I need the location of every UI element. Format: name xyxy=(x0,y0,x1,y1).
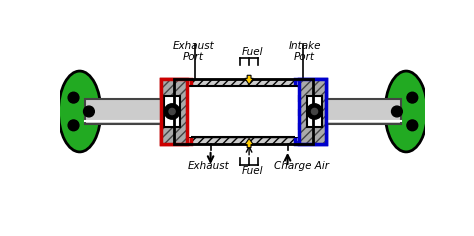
Text: Charge Air: Charge Air xyxy=(274,161,329,171)
Bar xyxy=(164,96,180,127)
Bar xyxy=(295,102,299,109)
Circle shape xyxy=(68,92,79,103)
Bar xyxy=(188,88,191,95)
Bar xyxy=(295,79,326,144)
Bar xyxy=(161,79,191,144)
Circle shape xyxy=(83,106,94,117)
Text: Exhaust: Exhaust xyxy=(188,161,230,171)
Bar xyxy=(188,116,191,123)
Ellipse shape xyxy=(58,71,101,152)
Bar xyxy=(85,99,161,124)
Ellipse shape xyxy=(385,71,428,152)
Bar xyxy=(188,86,299,137)
Bar xyxy=(174,79,313,86)
Text: Fuel: Fuel xyxy=(242,166,264,176)
FancyArrow shape xyxy=(245,75,253,84)
Text: Fuel: Fuel xyxy=(242,47,264,57)
Bar xyxy=(161,79,188,144)
Bar xyxy=(295,130,299,137)
Bar xyxy=(161,79,188,144)
FancyArrow shape xyxy=(245,139,253,148)
Circle shape xyxy=(311,108,318,114)
Circle shape xyxy=(68,120,79,131)
Circle shape xyxy=(307,104,322,119)
Text: Intake
Port: Intake Port xyxy=(288,41,321,62)
Circle shape xyxy=(164,104,180,119)
Bar xyxy=(188,130,191,137)
Bar xyxy=(307,96,322,127)
Bar xyxy=(299,79,326,144)
Circle shape xyxy=(407,92,418,103)
Circle shape xyxy=(407,120,418,131)
Bar xyxy=(295,116,299,123)
Bar xyxy=(174,79,313,144)
Bar xyxy=(295,88,299,95)
Bar xyxy=(299,79,326,144)
Bar xyxy=(188,102,191,109)
Circle shape xyxy=(392,106,402,117)
Bar xyxy=(174,137,313,144)
Bar xyxy=(326,99,401,124)
Circle shape xyxy=(169,108,175,114)
Text: Exhaust
Port: Exhaust Port xyxy=(173,41,215,62)
